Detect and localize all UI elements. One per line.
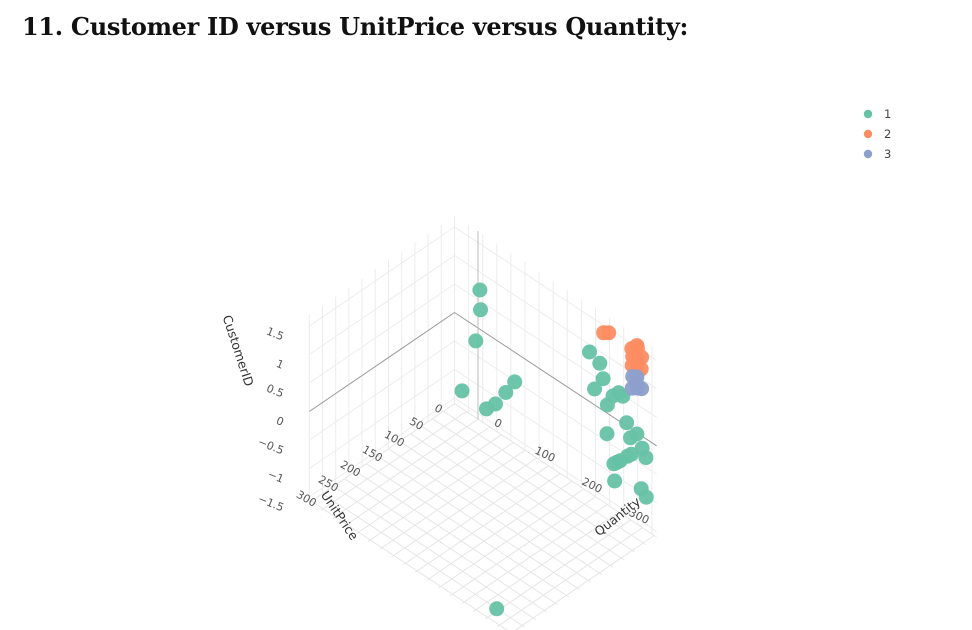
data-point-series-1	[638, 489, 654, 505]
grid-line	[379, 449, 526, 550]
legend-marker-3[interactable]	[863, 149, 873, 159]
z-tick-label: 1	[274, 357, 285, 372]
z-tick-label: −0.5	[256, 435, 286, 457]
grid-line	[514, 535, 655, 630]
legend-label-2[interactable]: 2	[884, 127, 891, 141]
grid-line	[309, 255, 455, 355]
grid-line	[497, 527, 643, 628]
data-point-series-1	[587, 381, 603, 397]
grid-line	[333, 485, 536, 620]
grid-line	[344, 426, 491, 527]
grid-line	[391, 457, 538, 558]
grid-line	[309, 397, 455, 498]
grid-line	[399, 440, 602, 575]
x-tick-label: 150	[360, 443, 385, 465]
grid-line	[309, 340, 455, 441]
data-point-series-1	[472, 282, 488, 298]
page-title: 11. Customer ID versus UnitPrice versus …	[22, 12, 689, 41]
data-point-series-1	[479, 401, 494, 417]
data-point-series-1	[595, 371, 611, 387]
grid-line	[356, 434, 502, 535]
z-tick-label: 0	[274, 414, 285, 429]
z-tick-label: 0.5	[265, 382, 286, 401]
grid-line	[443, 410, 646, 545]
grid-line	[438, 488, 585, 589]
grid-line	[377, 455, 580, 590]
grid-line	[426, 480, 573, 581]
grid-line	[454, 403, 657, 538]
data-point-series-3	[624, 380, 640, 396]
grid-line	[432, 418, 635, 553]
grid-line	[454, 369, 657, 504]
data-point-series-1	[607, 473, 623, 489]
data-point-series-1	[498, 385, 514, 400]
data-point-series-1	[473, 302, 488, 318]
legend-marker-2[interactable]	[863, 129, 873, 139]
data-point-series-1	[592, 355, 608, 371]
grid-line	[309, 369, 455, 469]
y-tick-label: 200	[580, 475, 605, 496]
y-tick-label: 0	[492, 416, 504, 431]
legend-label-1[interactable]: 1	[884, 107, 891, 121]
data-points	[454, 282, 654, 617]
grid-line	[332, 418, 479, 519]
grid-line	[366, 463, 569, 598]
grid-line	[309, 403, 455, 504]
grid-line	[309, 226, 455, 327]
grid-line	[454, 397, 657, 532]
grid-line	[309, 283, 455, 384]
legend-marker-1[interactable]	[863, 109, 873, 119]
data-point-series-1	[599, 426, 615, 442]
z-tick-label: −1	[266, 468, 286, 486]
grid-line	[414, 473, 561, 573]
grid-line	[355, 470, 558, 605]
grid-line	[367, 442, 514, 542]
grid-line	[421, 425, 624, 560]
data-point-series-1	[454, 383, 470, 399]
grid-line	[403, 465, 549, 566]
grid-line	[320, 411, 467, 511]
data-point-series-1	[489, 601, 505, 617]
data-point-series-1	[468, 333, 484, 349]
data-point-series-1	[619, 415, 635, 431]
x-tick-label: 100	[382, 428, 407, 450]
data-point-series-1	[599, 397, 615, 413]
x-tick-label: 50	[407, 415, 426, 433]
zero-line	[309, 312, 455, 412]
z-axis-title: CustomerID	[220, 313, 257, 388]
data-point-series-1	[507, 374, 523, 390]
z-tick-label: −1.5	[256, 492, 286, 514]
grid-line	[473, 511, 620, 612]
grid-line	[461, 504, 608, 604]
data-point-series-1	[638, 450, 654, 466]
grid-line	[388, 448, 591, 583]
z-tick-label: 1.5	[265, 325, 286, 344]
grid-line	[311, 500, 508, 630]
grid-line	[410, 433, 613, 568]
data-point-series-1	[623, 430, 638, 446]
x-tick-label: 0	[432, 401, 445, 416]
grid-line	[344, 478, 547, 613]
x-tick-label: 200	[338, 458, 363, 480]
grid-layer	[308, 215, 657, 630]
grid-line	[485, 519, 632, 620]
legend-label-3[interactable]: 3	[884, 147, 891, 161]
data-point-series-1	[582, 344, 597, 360]
grid-line	[454, 226, 657, 361]
data-point-series-2	[596, 325, 612, 341]
x-tick-label: 300	[294, 488, 319, 510]
grid-line	[450, 496, 596, 597]
legend[interactable]: 1 2 3	[863, 107, 892, 161]
grid-line	[454, 255, 657, 390]
data-point-series-1	[606, 456, 622, 472]
